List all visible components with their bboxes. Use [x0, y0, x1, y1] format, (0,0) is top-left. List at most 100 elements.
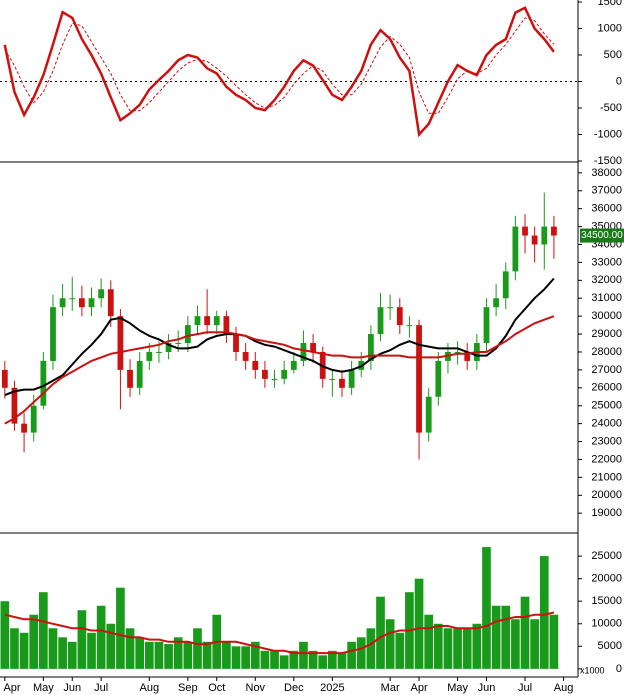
y-tick-label: 23000 — [591, 435, 622, 447]
candle-body — [300, 343, 307, 361]
candle-body — [175, 343, 182, 345]
candle-body — [156, 351, 162, 353]
candle-body — [435, 360, 442, 397]
y-tick-label: 30000 — [591, 310, 622, 322]
x-tick-label: May — [447, 682, 468, 694]
volume-bar — [299, 641, 308, 669]
y-tick-label: 28000 — [591, 346, 622, 358]
candle-body — [531, 235, 538, 245]
y-tick-label: 15000 — [591, 595, 622, 607]
y-tick-label: 25000 — [591, 550, 622, 562]
volume-bar — [453, 628, 462, 669]
x-tick-label: Dec — [284, 682, 304, 694]
volume-bar — [164, 644, 173, 669]
volume-bar — [202, 641, 212, 669]
candle-body — [213, 316, 220, 326]
volume-bar — [135, 637, 145, 669]
x-tick-label: May — [33, 682, 54, 694]
candle-body — [502, 271, 509, 299]
y-tick-label: 24000 — [591, 418, 622, 430]
volume-bar — [356, 637, 366, 669]
candle-body — [377, 307, 384, 335]
volume-bar — [125, 628, 135, 669]
y-tick-label: 38000 — [591, 167, 622, 179]
x-tick-label: Jun — [63, 682, 81, 694]
y-tick-label: 1500 — [598, 0, 622, 8]
candle-body — [281, 369, 288, 379]
candle-body — [107, 289, 114, 317]
y-tick-label: 20000 — [591, 489, 622, 501]
last-price-label: 34500.00 — [581, 230, 623, 241]
y-tick-label: 0 — [616, 663, 622, 675]
volume-bar — [116, 587, 125, 669]
x-tick-label: Jul — [94, 682, 108, 694]
candle-body — [117, 316, 124, 370]
candle-body — [348, 369, 355, 388]
x-tick-label: Oct — [208, 682, 225, 694]
volume-bar — [173, 637, 183, 669]
volume-bar — [144, 641, 154, 669]
y-tick-label: 22000 — [591, 453, 622, 465]
candle-body — [416, 325, 422, 433]
candle-body — [262, 369, 268, 379]
volume-bar — [433, 623, 443, 669]
candle-body — [78, 298, 85, 308]
candle-body — [59, 298, 66, 308]
candle-body — [310, 343, 316, 352]
volume-bar — [241, 646, 250, 669]
y-tick-label: 25000 — [591, 400, 622, 412]
volume-bar — [193, 628, 202, 669]
x-tick-label: Nov — [246, 682, 266, 694]
candle-body — [11, 387, 18, 424]
candle-body — [522, 226, 528, 236]
candle-body — [40, 360, 47, 406]
volume-bar — [29, 614, 39, 669]
volume-bar — [443, 628, 453, 669]
volume-bar — [87, 632, 96, 669]
volume-bar — [318, 655, 328, 669]
volume-bar — [231, 646, 241, 669]
candle-body — [396, 307, 403, 326]
volume-bar — [67, 641, 77, 669]
candle-body — [21, 423, 27, 433]
y-tick-label: -500 — [600, 102, 622, 114]
candle-body — [551, 226, 557, 236]
x-tick-label: Apr — [410, 682, 427, 694]
y-tick-label: 26000 — [591, 382, 622, 394]
volume-bar — [154, 641, 164, 669]
volume-bar — [0, 601, 10, 669]
volume-bar — [482, 547, 491, 669]
candle-body — [329, 378, 336, 380]
candle-body — [98, 289, 105, 299]
candle-body — [387, 307, 394, 309]
candle-body — [88, 298, 95, 308]
candle-body — [194, 316, 201, 326]
y-tick-label: 0 — [616, 75, 622, 87]
y-tick-label: 10000 — [591, 618, 622, 630]
volume-bar — [48, 628, 58, 669]
y-tick-label: 500 — [604, 49, 622, 61]
volume-bar — [414, 578, 424, 669]
candle-body — [271, 378, 278, 380]
volume-bar — [385, 619, 395, 669]
y-tick-label: 1000 — [598, 22, 622, 34]
oscillator-line — [4, 17, 555, 114]
candle-body — [339, 378, 345, 388]
volume-bar — [106, 623, 116, 669]
moving-average — [4, 277, 555, 396]
candle-body — [69, 298, 76, 300]
volume-average — [4, 611, 555, 655]
candle-body — [242, 351, 249, 361]
volume-bar — [222, 641, 231, 669]
volume-bar — [39, 592, 48, 669]
y-tick-label: 36000 — [591, 203, 622, 215]
y-tick-label: 27000 — [591, 364, 622, 376]
candle-body — [406, 325, 413, 327]
candle-body — [1, 369, 8, 388]
volume-bar — [308, 650, 318, 669]
volume-bar — [77, 610, 87, 669]
x-tick-label: Apr — [3, 682, 20, 694]
volume-bar — [337, 653, 347, 669]
volume-bar — [549, 614, 559, 669]
candle-body — [483, 307, 490, 344]
